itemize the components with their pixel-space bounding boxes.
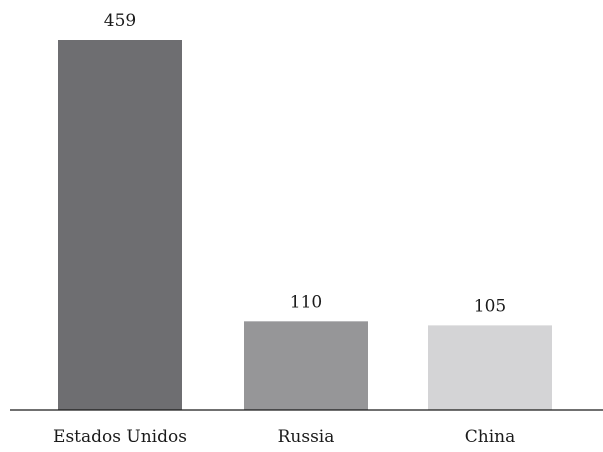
category-label-china: China: [465, 427, 515, 447]
category-label-estados-unidos: Estados Unidos: [53, 427, 187, 447]
bar-china: [428, 325, 552, 410]
value-label-russia: 110: [290, 292, 322, 312]
bar-russia: [244, 321, 368, 410]
value-labels-group: 459 110 105: [104, 11, 506, 316]
bar-estados-unidos: [58, 40, 182, 410]
value-label-china: 105: [474, 296, 506, 316]
category-labels-group: Estados Unidos Russia China: [53, 427, 515, 447]
category-label-russia: Russia: [278, 427, 335, 447]
value-label-estados-unidos: 459: [104, 11, 136, 31]
bars-group: [58, 40, 552, 410]
